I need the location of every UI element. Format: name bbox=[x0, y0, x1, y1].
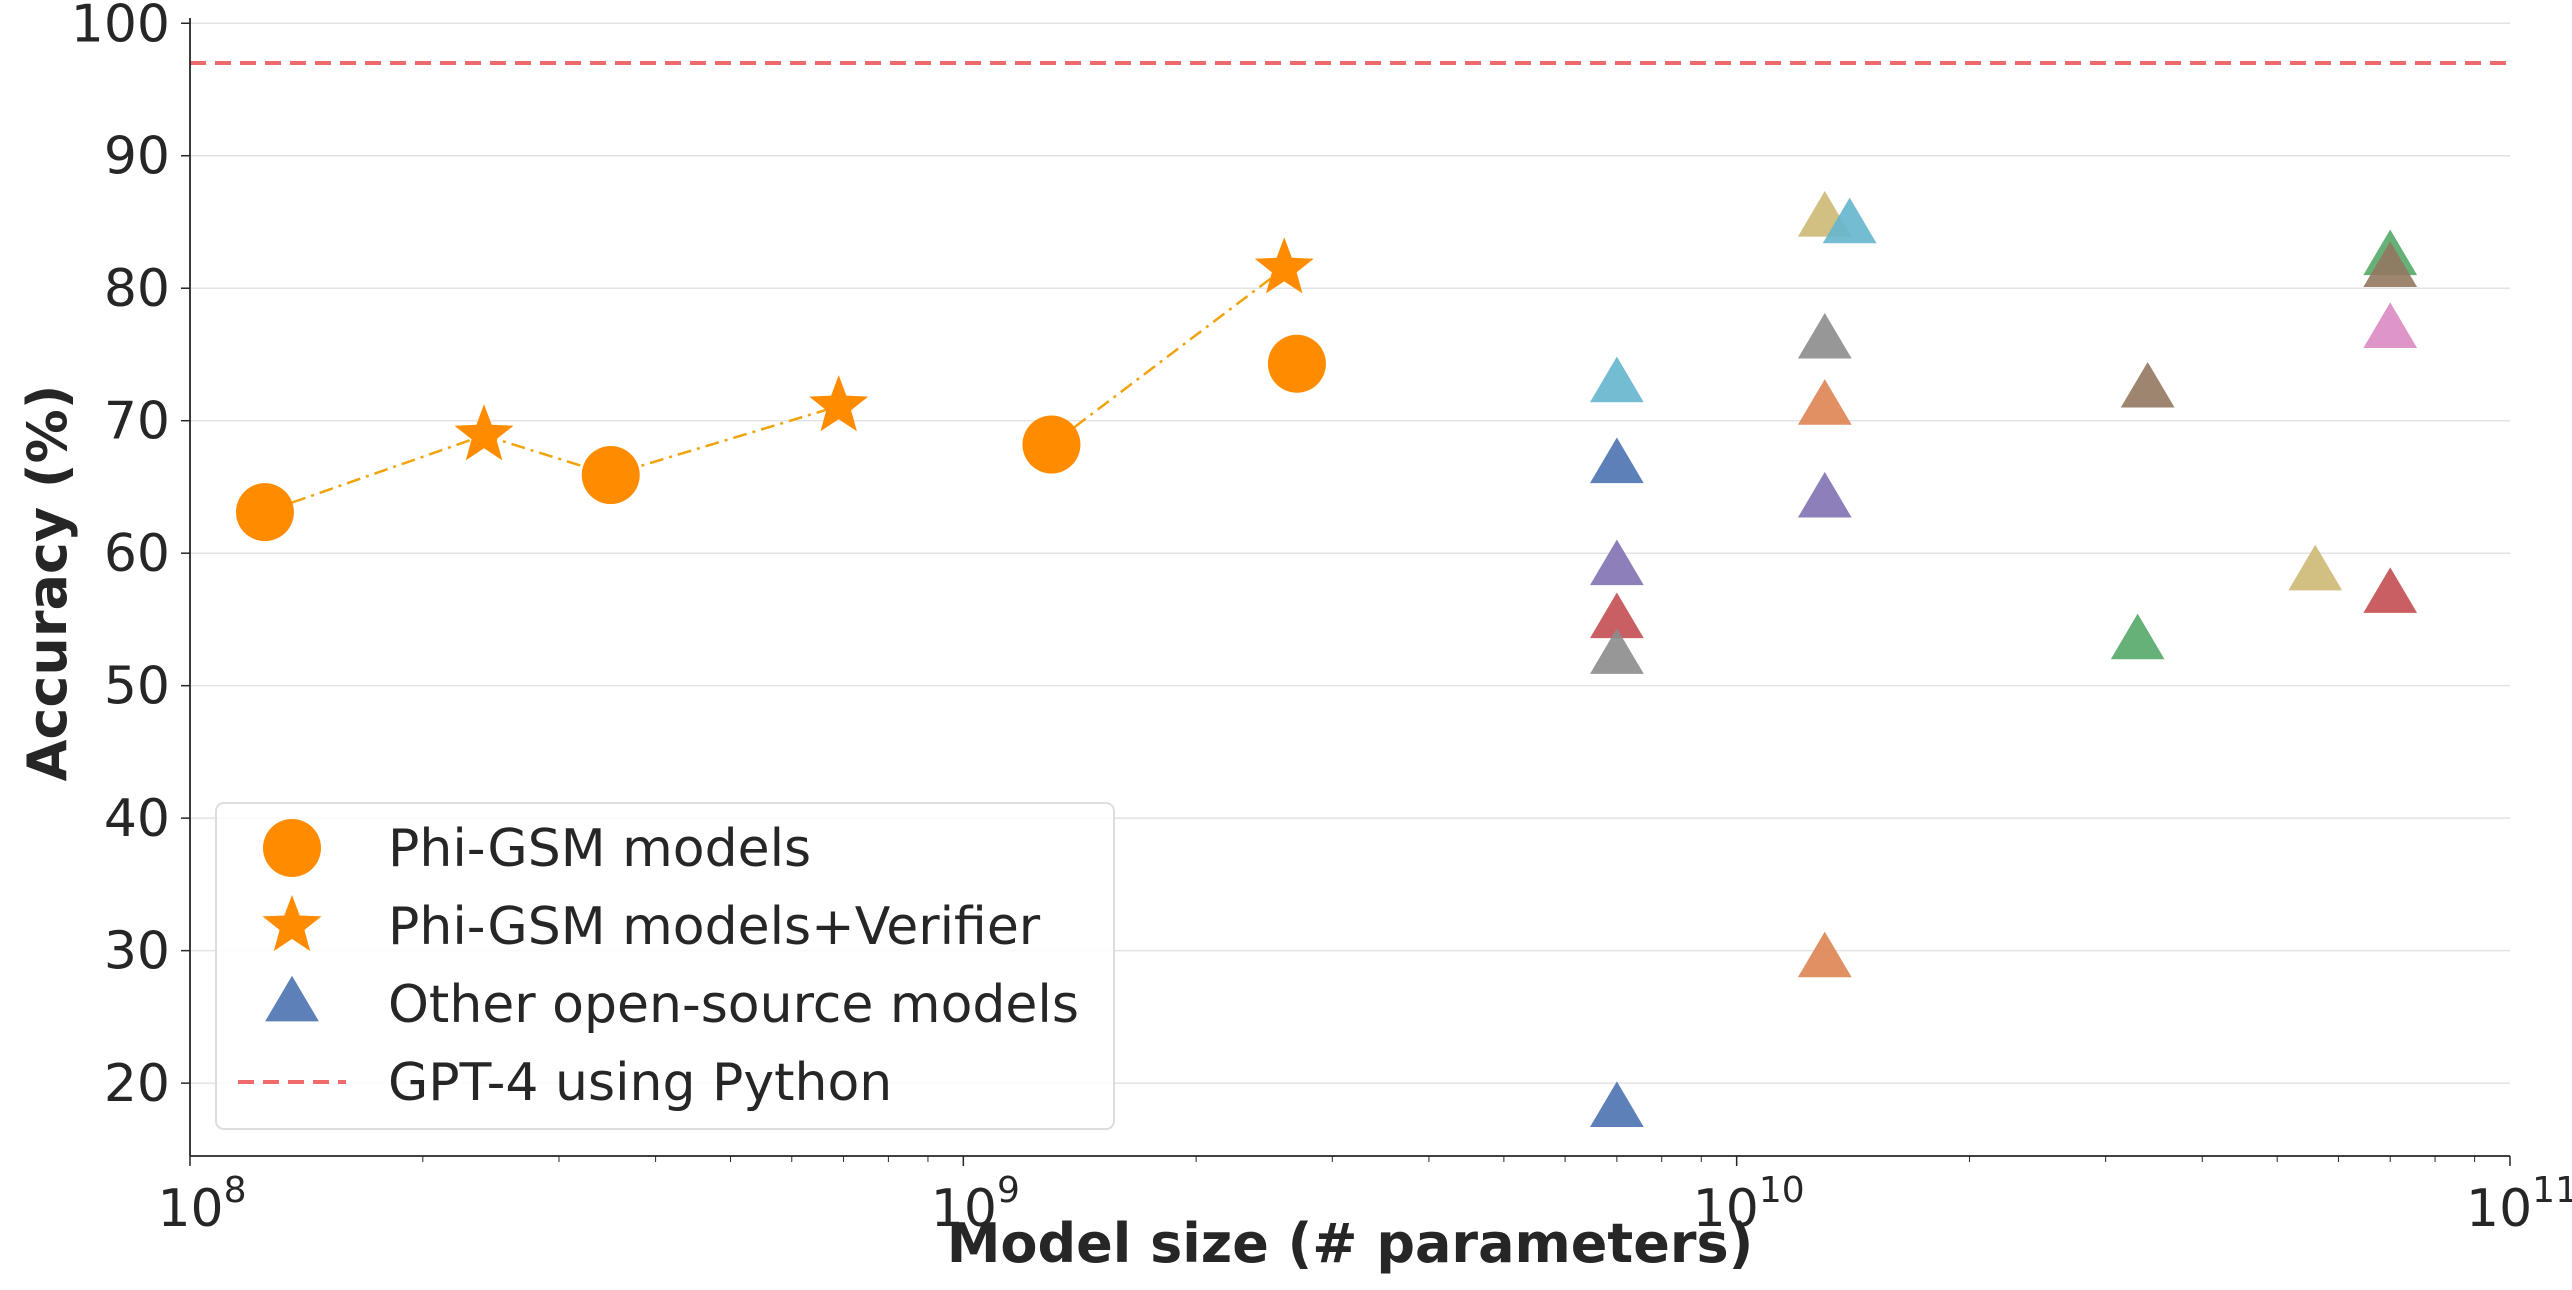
x-tick-exponent: 11 bbox=[2532, 1170, 2572, 1211]
x-tick-labels: 108 109 1010 1011 bbox=[157, 1170, 2572, 1239]
legend-label: Phi-GSM models bbox=[388, 819, 811, 879]
open-source-model-point bbox=[1589, 1081, 1644, 1127]
open-source-model-point bbox=[1589, 539, 1644, 586]
x-tick-exponent: 8 bbox=[224, 1170, 247, 1211]
x-tick-label: 1010 bbox=[1693, 1170, 1805, 1239]
y-tick-label: 30 bbox=[104, 922, 170, 982]
data-points bbox=[235, 191, 2418, 1127]
y-tick-label: 50 bbox=[104, 657, 170, 717]
legend-label: GPT-4 using Python bbox=[388, 1053, 892, 1113]
y-tick-label: 70 bbox=[104, 392, 170, 452]
open-source-model-point bbox=[1822, 197, 1877, 244]
phi-gsm-point bbox=[1022, 415, 1081, 474]
x-tick-base: 10 bbox=[931, 1179, 997, 1239]
connector-line bbox=[264, 404, 840, 514]
connector-line bbox=[1050, 267, 1285, 446]
phi-gsm-point bbox=[235, 483, 294, 542]
x-tick-exponent: 9 bbox=[997, 1170, 1020, 1211]
open-source-model-point bbox=[1589, 592, 1644, 639]
open-source-model-point bbox=[1797, 379, 1852, 425]
x-tick-label: 108 bbox=[157, 1170, 246, 1239]
open-source-model-point bbox=[1797, 312, 1852, 359]
open-source-model-point bbox=[2120, 361, 2175, 408]
x-tick-exponent: 10 bbox=[1759, 1170, 1805, 1211]
open-source-model-point bbox=[2363, 302, 2418, 348]
open-source-model-point bbox=[2288, 544, 2343, 591]
legend-triangle-swatch bbox=[265, 975, 319, 1022]
axes bbox=[181, 18, 2511, 1166]
phi-gsm-point bbox=[581, 446, 640, 505]
y-tick-labels: 20 30 40 50 60 70 80 90 100 bbox=[71, 0, 170, 1114]
open-source-model-point bbox=[1797, 471, 1852, 518]
legend-label: Other open-source models bbox=[388, 975, 1079, 1035]
y-tick-label: 60 bbox=[104, 524, 170, 584]
phi-gsm-verifier-point bbox=[454, 404, 514, 461]
open-source-model-point bbox=[2363, 241, 2418, 287]
x-tick-base: 10 bbox=[1693, 1179, 1759, 1239]
y-tick-label: 80 bbox=[104, 259, 170, 319]
phi-gsm-verifier-point bbox=[1254, 237, 1314, 294]
x-tick-label: 1011 bbox=[2466, 1170, 2572, 1239]
phi-gsm-point bbox=[1267, 334, 1326, 393]
x-axis-title: Model size (# parameters) bbox=[947, 1212, 1754, 1275]
open-source-model-point bbox=[1589, 628, 1644, 674]
legend-label: Phi-GSM models+Verifier bbox=[388, 897, 1041, 957]
connector-lines bbox=[264, 267, 1285, 514]
legend-frame bbox=[215, 802, 1115, 1130]
y-axis-title: Accuracy (%) bbox=[16, 385, 79, 782]
legend: Phi-GSM models Phi-GSM models+Verifier Oth… bbox=[215, 802, 1115, 1130]
open-source-model-point bbox=[1589, 437, 1644, 484]
legend-circle-swatch bbox=[263, 819, 321, 877]
open-source-model-point bbox=[1797, 931, 1852, 978]
x-tick-base: 10 bbox=[2466, 1179, 2532, 1239]
phi-gsm-verifier-point bbox=[809, 375, 869, 432]
x-tick-base: 10 bbox=[157, 1179, 223, 1239]
y-tick-label: 20 bbox=[104, 1054, 170, 1114]
x-tick-label: 109 bbox=[931, 1170, 1020, 1239]
open-source-model-point bbox=[2110, 613, 2165, 660]
y-tick-label: 40 bbox=[104, 789, 170, 849]
legend-star-swatch bbox=[262, 895, 322, 952]
open-source-model-point bbox=[2363, 567, 2418, 613]
y-tick-label: 90 bbox=[104, 127, 170, 187]
open-source-model-point bbox=[1589, 356, 1644, 403]
y-tick-label: 100 bbox=[71, 0, 170, 54]
